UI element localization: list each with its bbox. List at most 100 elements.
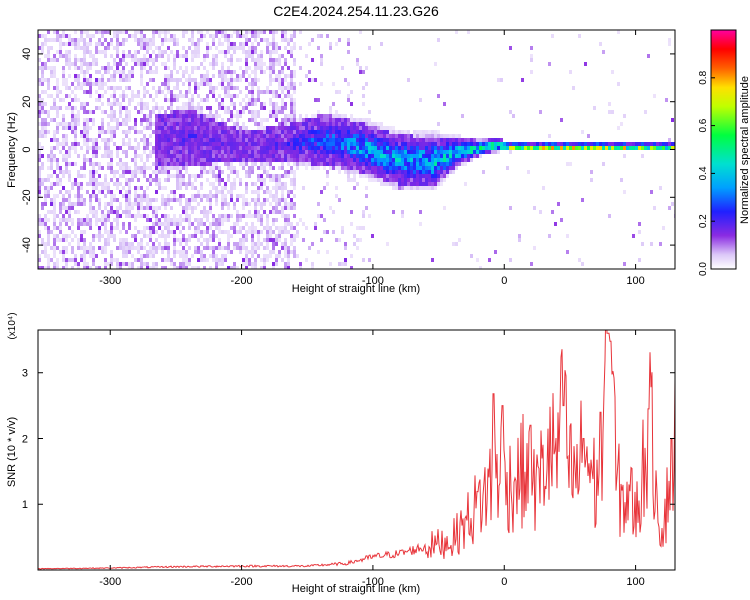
heatmap-cell <box>371 142 374 146</box>
heatmap-cell <box>155 90 158 94</box>
heatmap-cell <box>269 210 272 214</box>
heatmap-cell <box>320 54 323 58</box>
heatmap-cell <box>332 166 335 170</box>
heatmap-cell <box>176 86 179 90</box>
heatmap-cell <box>200 30 203 34</box>
heatmap-cell <box>128 226 131 230</box>
heatmap-cell <box>167 138 170 142</box>
heatmap-cell <box>206 246 209 250</box>
heatmap-cell <box>83 70 86 74</box>
heatmap-cell <box>329 262 332 266</box>
heatmap-cell <box>140 34 143 38</box>
heatmap-cell <box>131 54 134 58</box>
heatmap-cell <box>287 266 290 269</box>
heatmap-cell <box>590 142 593 146</box>
heatmap-cell <box>443 178 446 182</box>
heatmap-cell <box>110 254 113 258</box>
heatmap-cell <box>113 258 116 262</box>
heatmap-cell <box>221 118 224 122</box>
heatmap-cell <box>134 54 137 58</box>
heatmap-cell <box>137 202 140 206</box>
heatmap-cell <box>395 170 398 174</box>
heatmap-cell <box>215 174 218 178</box>
heatmap-cell <box>473 138 476 142</box>
heatmap-cell <box>86 246 89 250</box>
heatmap-cell <box>197 238 200 242</box>
heatmap-cell <box>284 58 287 62</box>
heatmap-cell <box>200 162 203 166</box>
heatmap-cell <box>275 218 278 222</box>
heatmap-cell <box>623 262 626 266</box>
heatmap-cell <box>359 70 362 74</box>
heatmap-cell <box>383 154 386 158</box>
heatmap-cell <box>245 86 248 90</box>
heatmap-cell <box>293 42 296 46</box>
snr-panel: -300 -200 -100 0 100 123 Height of straight … <box>6 312 676 595</box>
heatmap-cell <box>185 66 188 70</box>
heatmap-cell <box>56 226 59 230</box>
heatmap-cell <box>248 46 251 50</box>
heatmap-cell <box>251 150 254 154</box>
heatmap-cell <box>68 234 71 238</box>
heatmap-cell <box>161 82 164 86</box>
heatmap-cell <box>242 234 245 238</box>
heatmap-cell <box>122 42 125 46</box>
heatmap-cell <box>581 198 584 202</box>
heatmap-cell <box>86 34 89 38</box>
heatmap-cell <box>380 162 383 166</box>
heatmap-cell <box>125 130 128 134</box>
heatmap-cell <box>290 50 293 54</box>
heatmap-cell <box>41 50 44 54</box>
heatmap-cell <box>47 238 50 242</box>
heatmap-cell <box>245 70 248 74</box>
heatmap-cell <box>350 158 353 162</box>
heatmap-cell <box>407 154 410 158</box>
heatmap-cell <box>218 258 221 262</box>
heatmap-cell <box>287 194 290 198</box>
heatmap-cell <box>257 114 260 118</box>
heatmap-cell <box>389 170 392 174</box>
heatmap-cell <box>152 222 155 226</box>
heatmap-cell <box>56 178 59 182</box>
heatmap-cell <box>380 142 383 146</box>
heatmap-cell <box>266 38 269 42</box>
heatmap-cell <box>350 150 353 154</box>
heatmap-cell <box>257 214 260 218</box>
heatmap-cell <box>38 78 41 82</box>
heatmap-cell <box>62 146 65 150</box>
heatmap-cell <box>101 118 104 122</box>
heatmap-cell <box>266 186 269 190</box>
heatmap-cell <box>254 50 257 54</box>
heatmap-cell <box>257 94 260 98</box>
heatmap-cell <box>254 58 257 62</box>
heatmap-cell <box>578 258 581 262</box>
heatmap-cell <box>167 78 170 82</box>
heatmap-cell <box>236 242 239 246</box>
heatmap-cell <box>182 254 185 258</box>
heatmap-cell <box>623 190 626 194</box>
heatmap-cell <box>536 146 539 150</box>
heatmap-cell <box>635 146 638 150</box>
heatmap-cell <box>143 62 146 66</box>
heatmap-cell <box>251 138 254 142</box>
heatmap-cell <box>266 258 269 262</box>
heatmap-cell <box>203 98 206 102</box>
heatmap-cell <box>395 154 398 158</box>
heatmap-cell <box>293 158 296 162</box>
heatmap-cell <box>89 170 92 174</box>
heatmap-cell <box>128 194 131 198</box>
heatmap-cell <box>179 182 182 186</box>
heatmap-cell <box>227 134 230 138</box>
heatmap-cell <box>233 122 236 126</box>
heatmap-cell <box>68 202 71 206</box>
heatmap-cell <box>158 246 161 250</box>
heatmap-cell <box>350 90 353 94</box>
heatmap-cell <box>221 194 224 198</box>
heatmap-cell <box>431 150 434 154</box>
heatmap-cell <box>245 62 248 66</box>
heatmap-cell <box>323 114 326 118</box>
heatmap-cell <box>65 34 68 38</box>
heatmap-cell <box>203 82 206 86</box>
heatmap-cell <box>329 114 332 118</box>
heatmap-cell <box>167 158 170 162</box>
